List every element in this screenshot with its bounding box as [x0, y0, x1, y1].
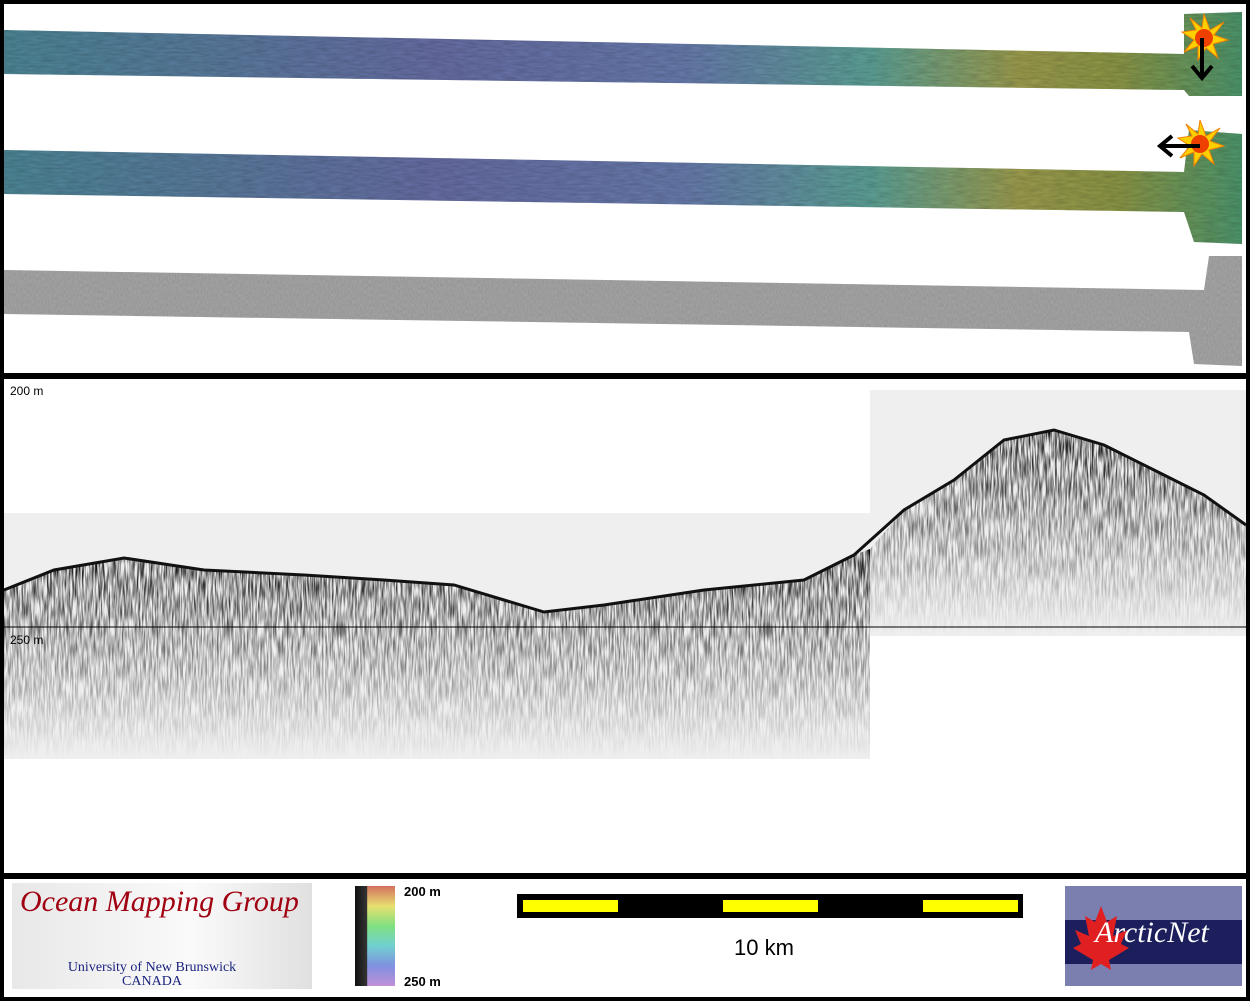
maple-leaf-icon [1073, 906, 1129, 970]
depth-label-200m: 200 m [10, 384, 44, 398]
seafloor-reflector [4, 428, 1246, 614]
colorbar-bottom-label: 250 m [404, 974, 441, 989]
omg-logo-title: Ocean Mapping Group [20, 885, 299, 918]
depth-label-250m: 250 m [10, 633, 44, 647]
colorbar-top-label: 200 m [404, 884, 441, 899]
sun-illumination-east-icon [1156, 119, 1226, 168]
omg-logo-country: CANADA [122, 974, 182, 989]
sediment-returns-right [870, 430, 1246, 636]
swath-strips [4, 12, 1242, 366]
scale-bar [517, 894, 1023, 918]
subbottom-profile [4, 390, 1246, 759]
footer-panel: Ocean Mapping Group University of New Br… [4, 879, 1246, 997]
arcticnet-logo-text: ArcticNet [1095, 916, 1209, 949]
swath-strip-east-illuminated [4, 130, 1242, 244]
subbottom-profile-panel: 200 m 250 m [4, 379, 1246, 873]
swath-strip-backscatter [4, 256, 1242, 366]
scale-bar-label: 10 km [734, 935, 794, 960]
swath-maps-panel [4, 4, 1246, 373]
swath-strip-north-illuminated [4, 12, 1242, 96]
sediment-returns [4, 549, 870, 759]
ocean-mapping-group-logo: Ocean Mapping Group University of New Br… [12, 883, 312, 989]
depth-colorbar [355, 886, 395, 986]
sun-illumination-north-icon [1180, 13, 1230, 82]
omg-logo-subtitle: University of New Brunswick [67, 960, 237, 975]
arcticnet-logo: ArcticNet [1065, 886, 1242, 986]
